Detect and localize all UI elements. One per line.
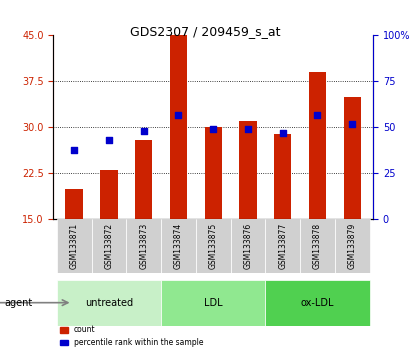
FancyBboxPatch shape xyxy=(265,280,369,326)
Text: GSM133876: GSM133876 xyxy=(243,223,252,269)
FancyBboxPatch shape xyxy=(161,280,265,326)
Text: ox-LDL: ox-LDL xyxy=(300,298,333,308)
FancyBboxPatch shape xyxy=(299,219,334,273)
Text: GSM133877: GSM133877 xyxy=(278,223,287,269)
Text: GSM133878: GSM133878 xyxy=(312,223,321,269)
Text: agent: agent xyxy=(4,298,32,308)
Text: GSM133873: GSM133873 xyxy=(139,223,148,269)
Point xyxy=(140,128,146,134)
Bar xyxy=(100,170,117,219)
Point xyxy=(175,112,181,118)
Text: GSM133871: GSM133871 xyxy=(70,223,79,269)
Bar xyxy=(343,97,360,219)
Bar xyxy=(204,127,221,219)
Bar xyxy=(308,72,326,219)
FancyBboxPatch shape xyxy=(56,280,161,326)
Point xyxy=(279,130,285,136)
Point xyxy=(244,126,251,132)
Bar xyxy=(135,140,152,219)
Text: GSM133872: GSM133872 xyxy=(104,223,113,269)
Text: GSM133874: GSM133874 xyxy=(173,223,182,269)
Bar xyxy=(65,189,83,219)
FancyBboxPatch shape xyxy=(230,219,265,273)
FancyBboxPatch shape xyxy=(56,219,91,273)
Text: GDS2307 / 209459_s_at: GDS2307 / 209459_s_at xyxy=(129,25,280,38)
Point xyxy=(106,137,112,143)
FancyBboxPatch shape xyxy=(126,219,161,273)
Point xyxy=(313,112,320,118)
Point xyxy=(71,147,77,152)
Legend: count, percentile rank within the sample: count, percentile rank within the sample xyxy=(57,322,206,350)
FancyBboxPatch shape xyxy=(91,219,126,273)
Text: GSM133879: GSM133879 xyxy=(347,223,356,269)
Point xyxy=(209,126,216,132)
FancyBboxPatch shape xyxy=(334,219,369,273)
Point xyxy=(348,121,355,127)
Text: untreated: untreated xyxy=(85,298,133,308)
FancyBboxPatch shape xyxy=(161,219,196,273)
Text: GSM133875: GSM133875 xyxy=(208,223,217,269)
FancyBboxPatch shape xyxy=(265,219,299,273)
Bar xyxy=(273,133,291,219)
FancyBboxPatch shape xyxy=(196,219,230,273)
Text: LDL: LDL xyxy=(203,298,222,308)
Bar xyxy=(169,35,187,219)
Bar xyxy=(239,121,256,219)
